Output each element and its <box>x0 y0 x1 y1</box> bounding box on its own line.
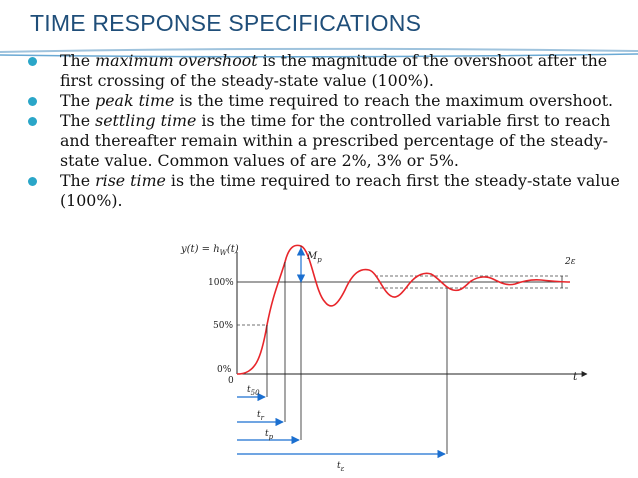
bullet-rise-time: The rise time is the time required to re… <box>22 171 622 211</box>
bullet-peak-time: The peak time is the time required to re… <box>22 91 622 111</box>
band-label: 2ε <box>564 257 576 267</box>
bullet-dot <box>28 57 37 66</box>
tick-100: 100% <box>208 278 234 288</box>
step-response-figure: y(t) = hW(t) t 2ε 100% 50% 0% 0 Mp t50 t… <box>180 244 588 472</box>
bullet-dot <box>28 117 37 126</box>
mp-label: Mp <box>306 251 322 264</box>
term: settling time <box>95 111 197 130</box>
te-label: tε <box>337 461 345 472</box>
t50-label: t50 <box>247 385 260 397</box>
tick-0: 0% <box>217 365 232 375</box>
tick-50: 50% <box>213 321 233 331</box>
bullet-dot <box>28 177 37 186</box>
term: maximum overshoot <box>95 51 258 70</box>
title-underline <box>0 47 638 58</box>
tr-label: tr <box>257 410 265 422</box>
t-axis-label: t <box>573 370 578 383</box>
step-response-curve <box>236 244 571 375</box>
tp-label: tp <box>265 429 274 441</box>
definition-list: The maximum overshoot is the magnitude o… <box>22 51 622 211</box>
term: peak time <box>95 91 175 110</box>
origin-label: 0 <box>228 376 234 386</box>
bullet-max-overshoot: The maximum overshoot is the magnitude o… <box>22 51 622 91</box>
bullet-dot <box>28 97 37 106</box>
term: rise time <box>95 171 166 190</box>
slide-title: TIME RESPONSE SPECIFICATIONS <box>30 10 422 36</box>
bullet-settling-time: The settling time is the time for the co… <box>22 111 622 171</box>
y-axis-label: y(t) = hW(t) <box>180 244 239 257</box>
